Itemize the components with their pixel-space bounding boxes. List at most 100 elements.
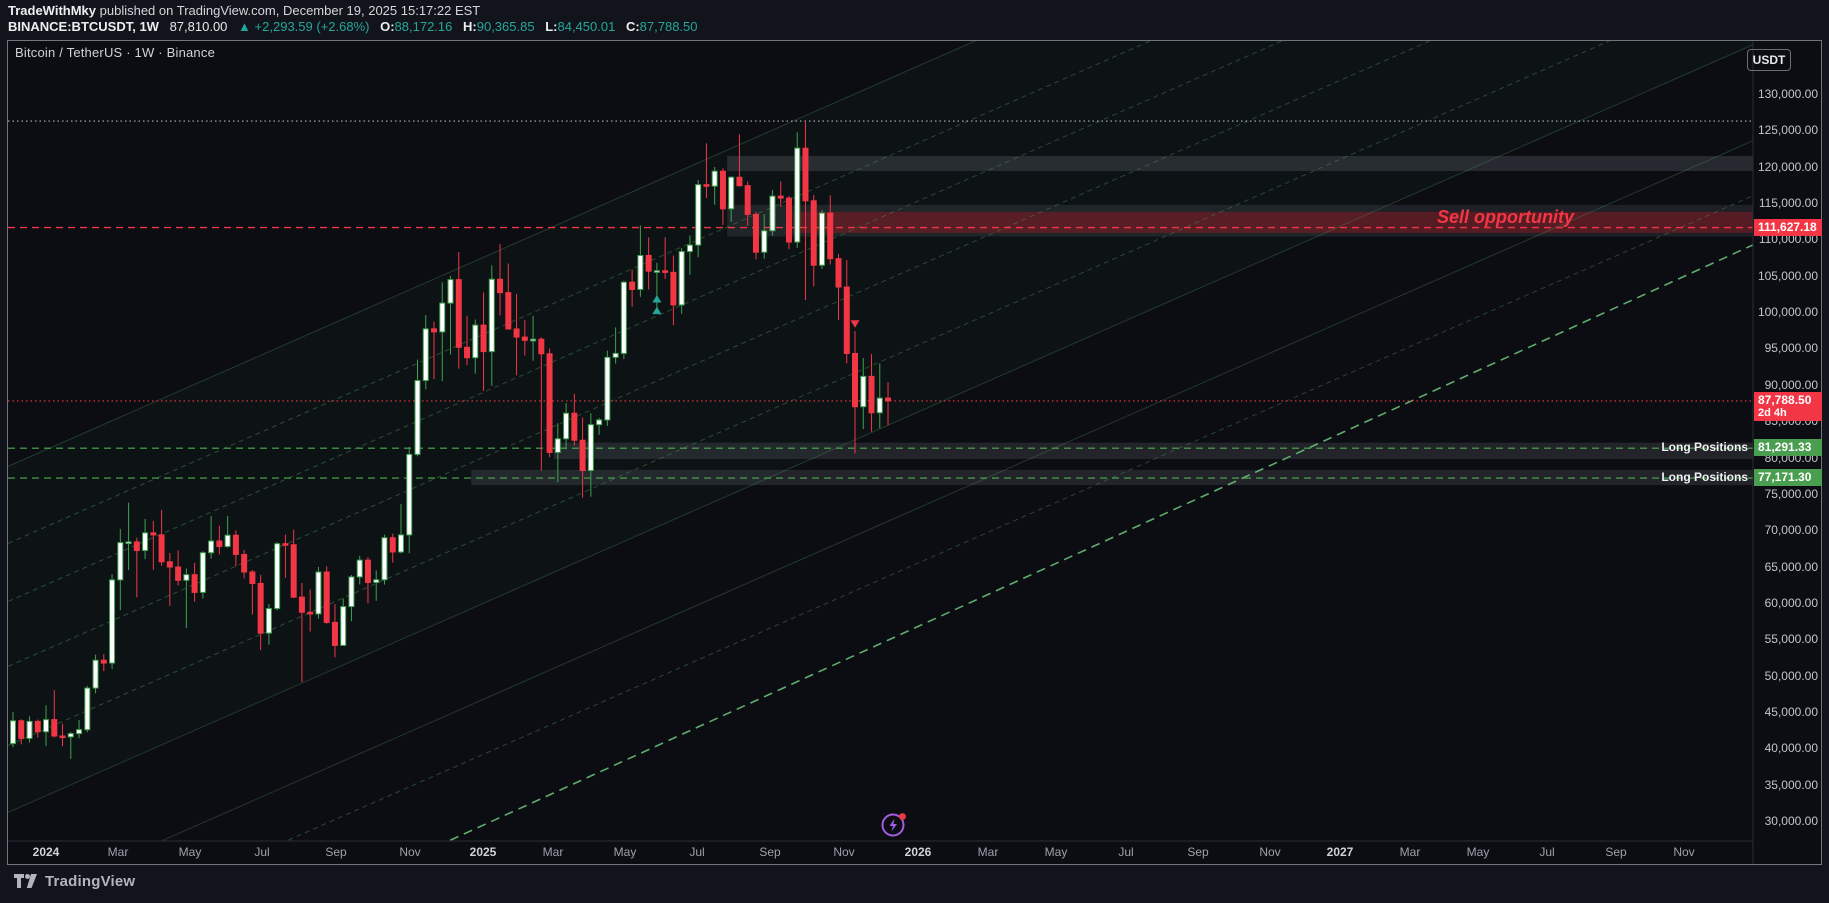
candle-2025-10-06: [802, 147, 809, 202]
price-tick-90000[interactable]: 90,000.00: [1764, 377, 1818, 392]
candle-2024-05-27: [216, 540, 223, 548]
candle-2024-08-05: [298, 596, 305, 613]
candle-2024-01-29: [76, 729, 83, 735]
time-tick-May[interactable]: May: [178, 845, 202, 859]
candle-2025-06-02: [653, 270, 660, 273]
time-tick-May[interactable]: May: [1044, 845, 1068, 859]
channel-line-dashed[interactable]: [0, 0, 1829, 670]
price-tick-55000[interactable]: 55,000.00: [1764, 632, 1818, 647]
price-tick-60000[interactable]: 60,000.00: [1764, 595, 1818, 610]
candle-2025-09-29: [794, 147, 801, 243]
open-label: O:: [380, 19, 395, 34]
open-value: 88,172.16: [394, 19, 453, 34]
price-tick-40000[interactable]: 40,000.00: [1764, 741, 1818, 756]
candle-2025-07-21: [711, 170, 718, 187]
candle-2025-09-08: [769, 195, 776, 232]
time-tick-Sep[interactable]: Sep: [325, 845, 347, 859]
time-tick-Jul[interactable]: Jul: [254, 845, 270, 859]
price-tick-35000[interactable]: 35,000.00: [1764, 777, 1818, 792]
time-tick-Jul[interactable]: Jul: [1118, 845, 1134, 859]
channel-line-dashed[interactable]: [0, 162, 1829, 903]
candle-2025-02-24: [538, 338, 545, 355]
time-tick-2024[interactable]: 2024: [32, 845, 60, 859]
candle-2025-02-17: [530, 338, 537, 342]
chart-title: Bitcoin / TetherUS · 1W · Binance: [15, 45, 215, 60]
candle-2024-10-14: [381, 537, 388, 581]
candle-2025-06-16: [670, 271, 677, 306]
price-tick-50000[interactable]: 50,000.00: [1764, 668, 1818, 683]
time-tick-May[interactable]: May: [613, 845, 637, 859]
time-tick-Sep[interactable]: Sep: [759, 845, 781, 859]
price-tick-115000[interactable]: 115,000.00: [1758, 196, 1818, 211]
last-price: 87,810.00: [169, 19, 228, 34]
candle-2024-11-18: [422, 328, 429, 382]
price-tick-75000[interactable]: 75,000.00: [1764, 486, 1818, 501]
candle-2025-05-05: [620, 281, 627, 354]
time-tick-Jul[interactable]: Jul: [689, 845, 705, 859]
high-label: H:: [463, 19, 477, 34]
price-tick-110000[interactable]: 110,000.00: [1758, 232, 1818, 247]
price-label-long2: 77,171.30: [1754, 469, 1822, 487]
channel-line-dashed[interactable]: [0, 0, 1829, 605]
candle-2025-11-10: [843, 286, 850, 354]
time-tick-Nov[interactable]: Nov: [399, 845, 421, 859]
candle-2024-07-22: [282, 543, 289, 546]
channel-line-solid[interactable]: [0, 107, 1829, 903]
channel-line-solid[interactable]: [0, 11, 1829, 816]
candle-2025-03-31: [579, 439, 586, 472]
time-tick-Mar[interactable]: Mar: [1399, 845, 1421, 859]
price-tick-65000[interactable]: 65,000.00: [1764, 559, 1818, 574]
low-label: L:: [545, 19, 558, 34]
price-tick-120000[interactable]: 120,000.00: [1757, 159, 1818, 174]
currency-toggle-button[interactable]: USDT: [1747, 49, 1791, 71]
candle-2024-01-01: [43, 719, 50, 733]
price-tick-30000[interactable]: 30,000.00: [1764, 814, 1818, 829]
candle-2025-04-07: [587, 424, 594, 472]
candle-2025-06-30: [686, 244, 693, 253]
candle-2025-03-03: [546, 353, 553, 453]
candle-2024-09-16: [348, 576, 355, 608]
price-tick-45000[interactable]: 45,000.00: [1764, 705, 1818, 719]
candle-2025-07-07: [695, 184, 702, 246]
channel-line-dashed[interactable]: [0, 0, 1829, 749]
time-tick-Nov[interactable]: Nov: [1259, 845, 1281, 859]
candle-2025-08-18: [744, 185, 751, 215]
channel-line-dashed[interactable]: [0, 0, 1829, 547]
trend-line-dashed[interactable]: [0, 210, 1829, 903]
time-tick-Sep[interactable]: Sep: [1187, 845, 1209, 859]
candle-2025-06-23: [678, 251, 685, 306]
channel-line-solid[interactable]: [0, 0, 1829, 470]
time-tick-Mar[interactable]: Mar: [107, 845, 129, 859]
tradingview-logo[interactable]: TradingView: [14, 873, 135, 890]
time-tick-2026[interactable]: 2026: [904, 845, 932, 859]
candle-2024-12-02: [439, 302, 446, 333]
time-tick-2025[interactable]: 2025: [469, 845, 497, 859]
price-tick-70000[interactable]: 70,000.00: [1764, 523, 1818, 538]
price-tick-125000[interactable]: 125,000.00: [1757, 123, 1818, 138]
time-tick-Jul[interactable]: Jul: [1539, 845, 1555, 859]
candle-2024-12-16: [455, 279, 462, 348]
candle-2024-04-22: [175, 566, 182, 581]
time-tick-Mar[interactable]: Mar: [977, 845, 999, 859]
time-tick-Sep[interactable]: Sep: [1605, 845, 1627, 859]
streak-lightning-icon[interactable]: [879, 809, 909, 839]
price-tick-95000[interactable]: 95,000.00: [1764, 341, 1818, 356]
time-tick-May[interactable]: May: [1466, 845, 1490, 859]
price-tick-130000[interactable]: 130,000.00: [1757, 87, 1818, 101]
triangle-down-marker: [850, 320, 860, 328]
time-tick-Nov[interactable]: Nov: [1673, 845, 1695, 859]
time-tick-Mar[interactable]: Mar: [542, 845, 564, 859]
price-label-long1: 81,291.33: [1754, 439, 1822, 457]
candle-2024-01-22: [67, 733, 74, 738]
time-tick-2027[interactable]: 2027: [1326, 845, 1354, 859]
candle-2024-08-26: [323, 571, 330, 623]
time-tick-Nov[interactable]: Nov: [833, 845, 855, 859]
candle-2025-01-13: [488, 278, 495, 353]
price-zone: [471, 469, 1753, 486]
price-tick-105000[interactable]: 105,000.00: [1757, 268, 1818, 283]
triangle-up-marker: [652, 306, 662, 315]
price-tick-100000[interactable]: 100,000.00: [1757, 305, 1818, 320]
candle-2023-12-18: [26, 720, 33, 739]
price-label-current: 87,788.50 2d 4h: [1754, 391, 1822, 421]
